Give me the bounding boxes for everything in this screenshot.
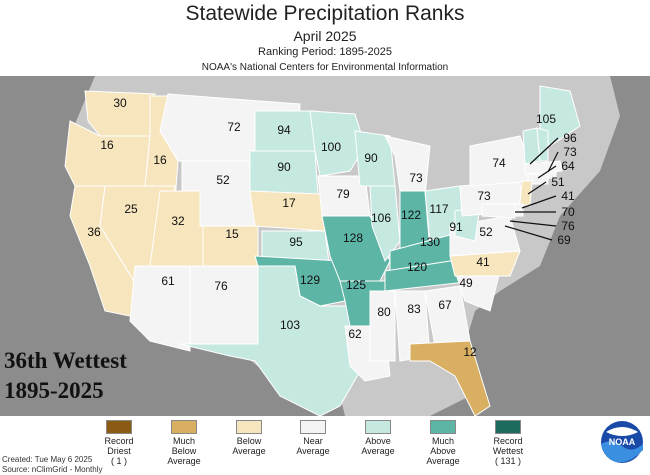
callout-line (527, 181, 547, 195)
rank-label-fl: 12 (463, 345, 477, 359)
state-md (481, 203, 516, 219)
rank-label-pa: 73 (477, 189, 491, 203)
legend-item: Above Average (346, 420, 410, 456)
rank-label-wy: 52 (216, 173, 230, 187)
noaa-logo-icon: NOAA (601, 421, 643, 463)
map-subtitle: April 2025 (293, 28, 357, 44)
rank-label-il: 106 (371, 211, 391, 225)
rank-label-sd: 90 (277, 160, 291, 174)
rank-label-oh: 117 (429, 202, 448, 216)
rank-label-ut: 32 (171, 214, 185, 228)
rank-label-id: 16 (153, 153, 167, 167)
legend-label: Near Average (296, 436, 330, 456)
rank-label-nd: 94 (277, 123, 291, 137)
rank-label-va: 52 (479, 225, 493, 239)
us-map: 30 16 16 72 52 25 36 32 15 61 76 94 90 17 95 129 103 100 7… (0, 76, 650, 416)
callout-line (537, 165, 557, 179)
legend-swatch (106, 420, 132, 434)
source-line: NOAA's National Centers for Environmenta… (201, 62, 449, 73)
legend-swatch (430, 420, 456, 434)
rank-label-la: 62 (348, 327, 362, 341)
rank-label-wv: 91 (449, 220, 463, 234)
state-me (539, 85, 581, 147)
callout-line (521, 195, 557, 209)
rank-label-tx: 103 (280, 318, 300, 332)
rank-label-ne: 17 (282, 196, 296, 210)
callout-rank-label: 70 (561, 205, 575, 219)
svg-text:NOAA: NOAA (609, 437, 636, 447)
ranking-period: Ranking Period: 1895-2025 (258, 46, 392, 58)
map-title: Statewide Precipitation Ranks (185, 2, 465, 25)
rank-label-ia: 79 (336, 187, 350, 201)
created-date: Created: Tue May 6 2025 (2, 455, 93, 464)
rank-label-mo: 128 (343, 231, 363, 245)
callout-line (509, 220, 557, 227)
legend-swatch (365, 420, 391, 434)
callout-rank-label: 51 (551, 175, 565, 189)
state-fl (409, 340, 491, 416)
state-nh (536, 127, 549, 162)
legend-label: Record Driest ( 1 ) (104, 436, 134, 466)
legend-swatch (300, 420, 326, 434)
legend-swatch (236, 420, 262, 434)
rank-label-wa: 30 (113, 96, 127, 110)
legend-item: Near Average (281, 420, 345, 456)
callout-rank-label: 69 (557, 233, 571, 247)
rank-label-ky: 130 (420, 235, 440, 249)
state-de (514, 203, 524, 217)
rank-label-az: 61 (161, 274, 175, 288)
legend-item: Record Wettest ( 131 ) (476, 420, 540, 466)
legend-swatch (171, 420, 197, 434)
rank-label-al: 83 (407, 302, 421, 316)
callout-line (529, 137, 559, 165)
callout-rank-label: 76 (561, 219, 575, 233)
overlay-period: 1895-2025 (4, 378, 104, 403)
rank-label-ks: 95 (289, 235, 303, 249)
state-nm (189, 265, 259, 345)
rank-label-sc: 49 (459, 276, 473, 290)
rank-label-ny: 74 (492, 156, 506, 170)
rank-label-ca: 36 (87, 225, 101, 239)
rank-label-mn: 100 (321, 140, 341, 154)
rank-label-ar: 125 (346, 278, 366, 292)
callout-line (504, 225, 553, 241)
rank-label-ok: 129 (300, 273, 320, 287)
rank-label-tn: 120 (407, 260, 427, 274)
callout-rank-label: 96 (563, 131, 577, 145)
rank-label-nv: 25 (124, 202, 138, 216)
legend-swatch (495, 420, 521, 434)
rank-label-nc: 41 (476, 255, 490, 269)
rank-label-ms: 80 (377, 305, 391, 319)
callout-rank-label: 41 (561, 189, 575, 203)
state-mn (309, 110, 366, 177)
rank-label-nm: 76 (214, 279, 228, 293)
callout-rank-label: 73 (563, 145, 577, 159)
legend-label: Much Below Average (167, 436, 201, 466)
legend-label: Below Average (232, 436, 266, 456)
rank-label-ga: 67 (438, 298, 452, 312)
state-az (129, 265, 191, 352)
legend-label: Above Average (361, 436, 395, 456)
state-ms (369, 290, 396, 362)
legend-item: Record Driest ( 1 ) (87, 420, 151, 466)
callout-rank-label: 64 (561, 159, 575, 173)
data-source: Source: nClimGrid - Monthly (2, 465, 103, 474)
legend-label: Record Wettest ( 131 ) (492, 436, 524, 466)
callout-line (547, 151, 559, 173)
legend-label: Much Above Average (426, 436, 460, 466)
rank-label-or: 16 (100, 138, 114, 152)
rank-label-me: 105 (536, 112, 556, 126)
rank-label-mi: 73 (409, 171, 423, 185)
state-nj (519, 180, 533, 207)
legend-item: Much Below Average (152, 420, 216, 466)
overlay-rank: 36th Wettest (4, 348, 127, 373)
legend-item: Below Average (217, 420, 281, 456)
rank-label-wi: 90 (364, 151, 378, 165)
rank-label-in: 122 (401, 208, 421, 222)
legend-item: Much Above Average (411, 420, 475, 466)
rank-label-mt: 72 (227, 120, 241, 134)
rank-label-co: 15 (225, 227, 239, 241)
